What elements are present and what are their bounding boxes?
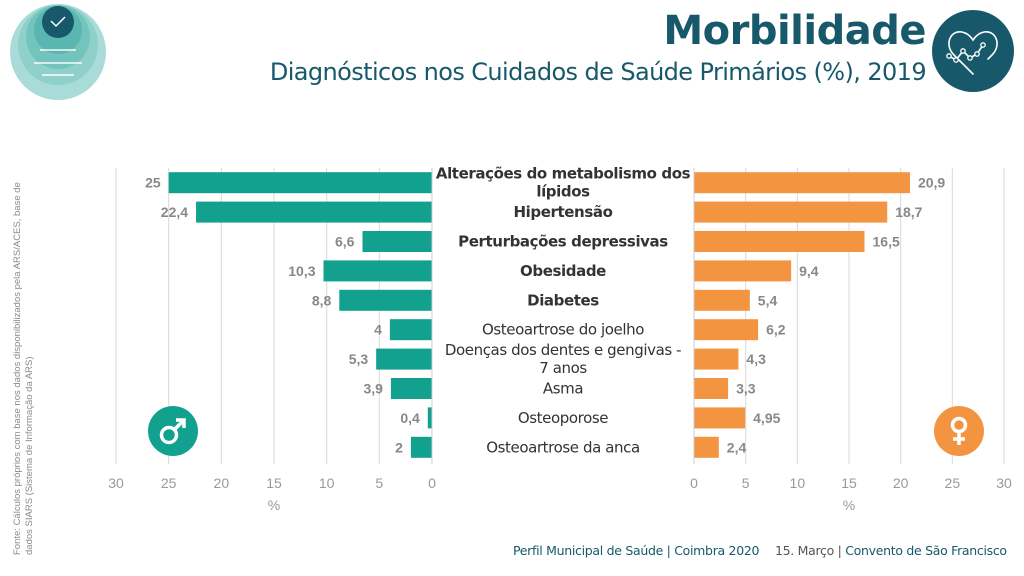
bar-male [427,407,432,429]
data-label-male: 2 [395,439,403,455]
bar-male [196,201,432,223]
data-label-female: 16,5 [873,234,900,250]
data-label-male: 0,4 [400,410,420,426]
footer-event: Perfil Municipal de Saúde | Coimbra 2020 [513,543,760,558]
x-tick-label-female: 20 [893,475,909,491]
bar-male [323,260,432,282]
x-tick-label-male: 15 [266,475,282,491]
category-label: 7 anos [539,359,587,377]
bar-male [376,348,432,370]
category-label: Doenças dos dentes e gengivas - [445,341,681,359]
bar-male [390,378,432,399]
category-label: Osteoporose [518,409,608,427]
category-label: Osteoartrose do joelho [482,321,644,339]
category-label: Perturbações depressivas [458,233,668,251]
data-label-male: 25 [145,175,161,191]
x-tick-label-female: 5 [742,475,750,491]
bar-male [389,319,432,341]
bar-female [694,201,888,223]
bar-male [168,172,432,194]
male-symbol-ring [159,425,179,445]
x-axis-label-female: % [843,497,855,513]
category-label: Asma [543,380,583,398]
x-tick-label-male: 30 [108,475,124,491]
x-axis-label-male: % [268,497,280,513]
data-label-male: 10,3 [288,263,315,279]
data-label-female: 4,95 [753,410,780,426]
category-label: Diabetes [527,291,599,309]
bar-male [339,289,432,311]
bar-female [694,407,746,429]
data-label-female: 18,7 [895,204,922,220]
category-label: Osteoartrose da anca [486,438,640,456]
data-label-female: 9,4 [799,263,819,279]
x-tick-label-male: 10 [319,475,335,491]
data-label-female: 5,4 [758,292,778,308]
x-tick-label-female: 0 [690,475,698,491]
data-label-female: 4,3 [746,351,766,367]
x-tick-label-male: 20 [214,475,230,491]
bar-female [694,260,792,282]
bar-female [694,231,865,252]
footer-date-place: 15. Março | Convento de São Francisco [775,543,1007,558]
data-label-female: 6,2 [766,322,786,338]
heart-chart-icon [932,10,1014,92]
bar-male [410,436,432,458]
bar-female [694,172,910,194]
data-label-male: 6,6 [335,234,355,250]
x-tick-label-male: 5 [375,475,383,491]
x-tick-label-female: 30 [996,475,1012,491]
page-title: Morbilidade [663,8,926,54]
footer-date: 15. Março | [775,543,846,558]
category-label: Obesidade [520,262,606,280]
data-label-male: 5,3 [349,351,369,367]
bar-female [694,436,719,458]
bar-male [362,231,432,252]
x-tick-label-female: 25 [945,475,961,491]
data-label-male: 22,4 [161,204,188,220]
health-determinants-logo [10,4,106,100]
data-label-male: 4 [374,322,382,338]
bar-female [694,348,739,370]
bar-female [694,319,759,341]
bar-female [694,378,729,399]
data-label-female: 3,3 [736,381,756,397]
data-label-male: 8,8 [312,292,332,308]
male-symbol-icon [148,406,198,456]
category-label: lípidos [536,183,590,201]
x-tick-label-female: 15 [841,475,857,491]
x-tick-label-male: 25 [161,475,177,491]
footer-place: Convento de São Francisco [845,543,1007,558]
data-label-male: 3,9 [363,381,383,397]
page-subtitle: Diagnósticos nos Cuidados de Saúde Primá… [269,58,927,86]
x-tick-label-female: 10 [790,475,806,491]
category-label: Hipertensão [514,203,613,221]
data-label-female: 20,9 [918,175,945,191]
x-tick-label-male: 0 [428,475,436,491]
data-label-female: 2,4 [727,439,747,455]
category-label: Alterações do metabolismo dos [436,165,691,183]
bar-female [694,289,750,311]
male-symbol-arrow-head [176,418,186,428]
